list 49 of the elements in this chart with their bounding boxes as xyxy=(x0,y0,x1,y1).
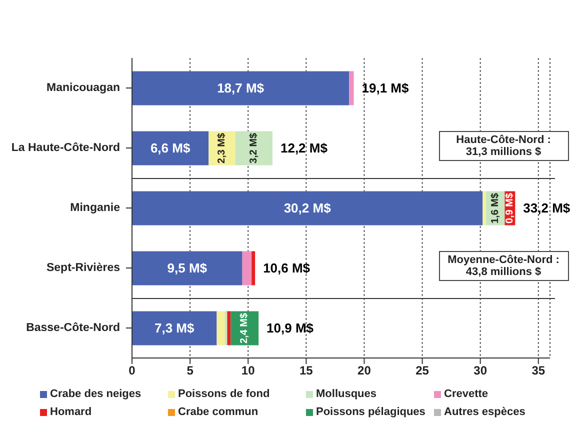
bar xyxy=(132,191,483,226)
data-label: 3,2 M$ xyxy=(248,132,260,164)
total-label: 19,1 M$ xyxy=(362,80,410,96)
legend-label: Mollusques xyxy=(316,388,377,400)
y-tick-label: Sept-Rivières xyxy=(46,262,120,274)
bar xyxy=(252,251,256,286)
y-tick-label: Minganie xyxy=(70,202,120,214)
data-label: 7,3 M$ xyxy=(154,320,196,336)
bar xyxy=(132,71,350,106)
data-label: 18,7 M$ xyxy=(217,80,265,96)
x-tick-label: 30 xyxy=(474,364,488,378)
legend-label: Crevette xyxy=(444,388,488,400)
bar xyxy=(132,131,209,166)
x-tick-label: 10 xyxy=(241,364,256,378)
bar xyxy=(216,311,225,346)
data-label: 6,6 M$ xyxy=(150,140,191,156)
y-tick-label: Manicouagan xyxy=(46,82,120,94)
data-label: 9,5 M$ xyxy=(167,260,208,276)
bar xyxy=(132,251,242,286)
data-label: 30,2 M$ xyxy=(284,200,332,216)
annotation-box: Haute-Côte-Nord : 31,3 millions $ xyxy=(438,131,569,161)
legend-label: Autres espèces xyxy=(444,406,526,418)
bar xyxy=(227,311,231,346)
annotation-box: Moyenne-Côte-Nord : 43,8 millions $ xyxy=(438,251,569,281)
bar xyxy=(242,251,252,286)
bar xyxy=(132,311,217,346)
x-tick-label: 15 xyxy=(299,364,314,378)
data-label: 0,9 M$ xyxy=(504,192,516,224)
total-label: 10,9 M$ xyxy=(266,320,314,336)
x-tick-label: 35 xyxy=(532,364,546,378)
bar xyxy=(349,71,354,106)
legend-label: Poissons de fond xyxy=(178,388,270,400)
total-label: 10,6 M$ xyxy=(263,260,311,276)
legend-label: Crabe des neiges xyxy=(50,388,142,400)
data-label: 2,3 M$ xyxy=(216,132,228,164)
y-tick-label: Basse-Côte-Nord xyxy=(26,322,120,334)
legend-label: Poissons pélagiques xyxy=(316,406,426,418)
legend-label: Crabe commun xyxy=(178,406,258,418)
total-label: 12,2 M$ xyxy=(280,140,328,156)
total-label: 33,2 M$ xyxy=(523,200,571,216)
data-label: 1,6 M$ xyxy=(490,192,501,224)
y-tick-label: La Haute-Côte-Nord xyxy=(11,142,120,154)
x-tick-label: 25 xyxy=(416,364,430,378)
x-tick-label: 5 xyxy=(186,364,194,378)
x-tick-label: 0 xyxy=(128,364,136,378)
x-tick-label: 20 xyxy=(358,364,372,378)
bar xyxy=(482,191,486,226)
legend-label: Homard xyxy=(50,406,92,418)
data-label: 2,4 M$ xyxy=(239,312,250,344)
